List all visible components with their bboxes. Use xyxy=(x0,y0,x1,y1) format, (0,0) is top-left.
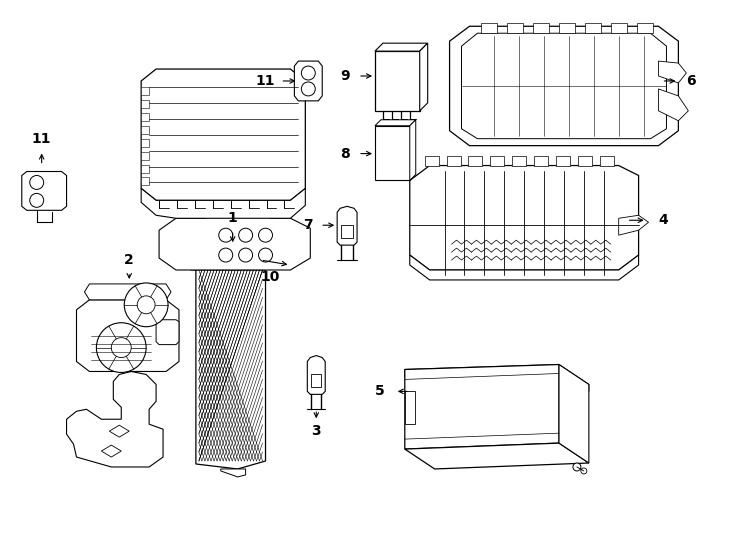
Polygon shape xyxy=(337,206,357,245)
Polygon shape xyxy=(559,23,575,33)
Text: 9: 9 xyxy=(341,69,350,83)
Polygon shape xyxy=(559,364,589,463)
Polygon shape xyxy=(294,61,322,101)
Circle shape xyxy=(573,463,581,471)
Text: 6: 6 xyxy=(686,74,696,88)
Polygon shape xyxy=(375,120,415,126)
Circle shape xyxy=(30,193,43,207)
Polygon shape xyxy=(76,300,179,372)
Polygon shape xyxy=(405,364,559,449)
Text: 2: 2 xyxy=(124,253,134,267)
Polygon shape xyxy=(556,156,570,166)
Text: 8: 8 xyxy=(341,146,350,160)
Polygon shape xyxy=(341,225,353,238)
Polygon shape xyxy=(619,215,649,235)
Polygon shape xyxy=(490,156,504,166)
Polygon shape xyxy=(141,165,149,172)
Text: 7: 7 xyxy=(303,218,313,232)
Polygon shape xyxy=(141,113,149,121)
Polygon shape xyxy=(159,198,310,270)
Polygon shape xyxy=(141,139,149,147)
Polygon shape xyxy=(449,26,678,146)
Polygon shape xyxy=(533,23,549,33)
Polygon shape xyxy=(141,152,149,160)
Text: 4: 4 xyxy=(658,213,669,227)
Polygon shape xyxy=(410,255,639,280)
Polygon shape xyxy=(600,156,614,166)
Polygon shape xyxy=(611,23,627,33)
Circle shape xyxy=(302,82,316,96)
Polygon shape xyxy=(141,87,149,95)
Circle shape xyxy=(219,228,233,242)
Text: 10: 10 xyxy=(261,270,280,284)
Polygon shape xyxy=(191,238,266,270)
Polygon shape xyxy=(507,23,523,33)
Circle shape xyxy=(96,323,146,373)
Polygon shape xyxy=(512,156,526,166)
Polygon shape xyxy=(141,188,305,218)
Polygon shape xyxy=(462,33,666,139)
Polygon shape xyxy=(196,255,266,469)
Circle shape xyxy=(137,296,155,314)
Polygon shape xyxy=(141,126,149,134)
Polygon shape xyxy=(156,320,179,345)
Text: 11: 11 xyxy=(32,132,51,146)
Circle shape xyxy=(219,248,233,262)
Circle shape xyxy=(258,248,272,262)
Polygon shape xyxy=(308,355,325,394)
Polygon shape xyxy=(446,156,460,166)
Text: 5: 5 xyxy=(375,384,385,399)
Polygon shape xyxy=(101,445,121,457)
Polygon shape xyxy=(375,126,410,180)
Polygon shape xyxy=(375,43,428,51)
Polygon shape xyxy=(375,51,420,111)
Polygon shape xyxy=(22,172,67,210)
Polygon shape xyxy=(141,69,305,200)
Polygon shape xyxy=(141,100,149,108)
Polygon shape xyxy=(578,156,592,166)
Polygon shape xyxy=(534,156,548,166)
Polygon shape xyxy=(425,156,439,166)
Text: 1: 1 xyxy=(228,211,238,225)
Circle shape xyxy=(30,176,43,190)
Circle shape xyxy=(112,338,131,357)
Polygon shape xyxy=(109,425,129,437)
Polygon shape xyxy=(141,178,149,185)
Polygon shape xyxy=(67,372,163,467)
Circle shape xyxy=(239,228,252,242)
Polygon shape xyxy=(405,443,589,469)
Text: 3: 3 xyxy=(311,424,321,438)
Polygon shape xyxy=(658,61,686,83)
Circle shape xyxy=(581,468,587,474)
Polygon shape xyxy=(84,284,171,300)
Polygon shape xyxy=(410,166,639,270)
Polygon shape xyxy=(420,43,428,111)
Polygon shape xyxy=(410,120,415,180)
Polygon shape xyxy=(658,89,688,121)
Polygon shape xyxy=(468,156,482,166)
Polygon shape xyxy=(405,392,415,424)
Polygon shape xyxy=(636,23,653,33)
Circle shape xyxy=(239,248,252,262)
Polygon shape xyxy=(482,23,498,33)
Polygon shape xyxy=(405,364,589,391)
Polygon shape xyxy=(221,469,246,477)
Circle shape xyxy=(302,66,316,80)
Circle shape xyxy=(124,283,168,327)
Polygon shape xyxy=(585,23,601,33)
Polygon shape xyxy=(311,374,321,387)
Text: 11: 11 xyxy=(255,74,275,88)
Circle shape xyxy=(258,228,272,242)
